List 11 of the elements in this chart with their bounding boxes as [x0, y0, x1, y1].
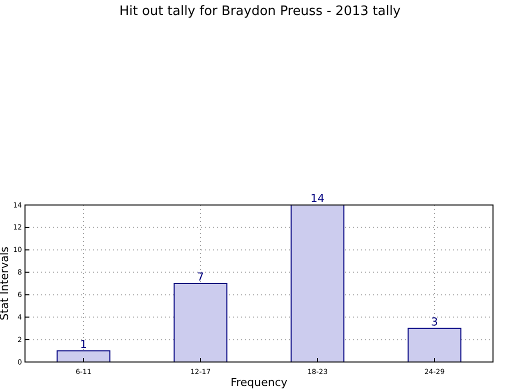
- x-axis-title: Frequency: [230, 376, 288, 389]
- data-label: 3: [431, 315, 438, 328]
- bar: [174, 283, 228, 362]
- data-label: 1: [80, 338, 87, 351]
- data-label: 7: [197, 270, 204, 284]
- data-label: 14: [310, 192, 324, 205]
- chart-title: Hit out tally for Braydon Preuss - 2013 tally: [119, 4, 401, 19]
- bar: [56, 350, 110, 362]
- y-axis-title: Stat Intervals: [0, 246, 11, 320]
- bar: [408, 328, 462, 362]
- bar: [290, 204, 344, 362]
